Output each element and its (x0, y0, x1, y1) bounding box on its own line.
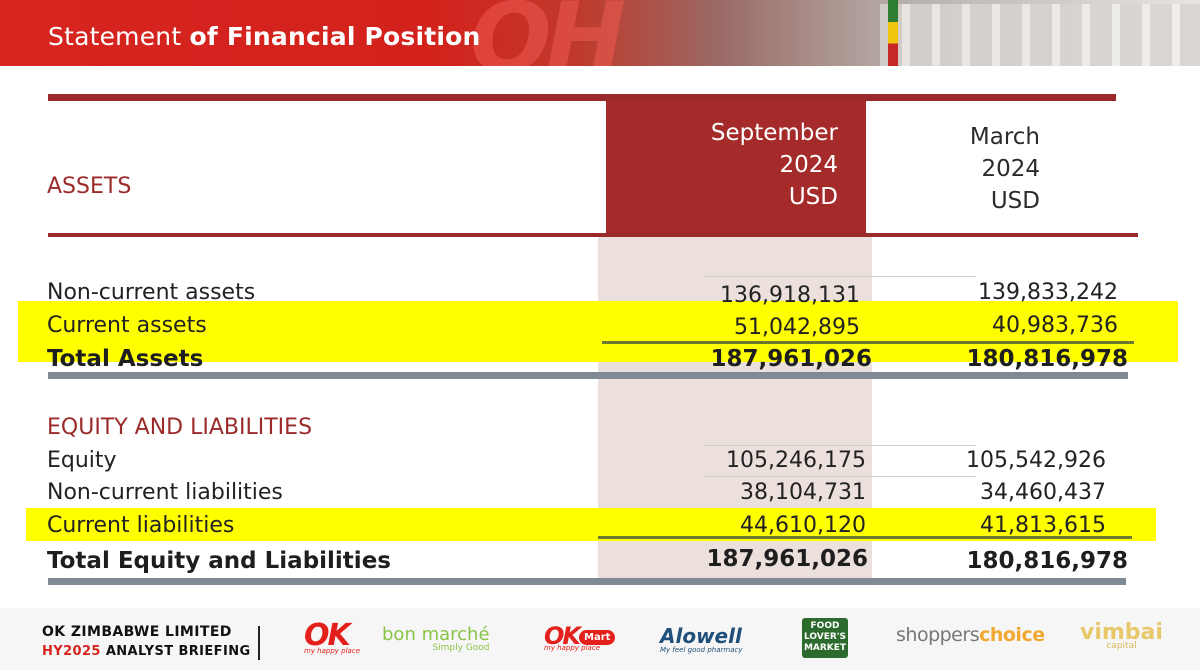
row-label-non-current-liabilities: Non-current liabilities (47, 480, 283, 505)
alowell-logo: Alowell My feel good pharmacy (660, 624, 743, 654)
footer-divider (258, 626, 260, 660)
value-current-assets-sep: 51,042,895 (734, 315, 860, 340)
table-top-rule (48, 94, 1116, 101)
value-current-assets-mar: 40,983,736 (992, 313, 1118, 338)
ok-mart-logo: OK Mart my happy place (544, 622, 616, 652)
vimbai-capital-logo: vimbai capital (1080, 620, 1163, 651)
total-equity-liabilities-rule (48, 578, 1126, 585)
ok-logo: OK my happy place (304, 618, 360, 655)
equity-liabilities-heading: EQUITY AND LIABILITIES (47, 415, 313, 440)
row-label-non-current-assets: Non-current assets (47, 280, 256, 305)
row-label-total-equity-liabilities: Total Equity and Liabilities (47, 548, 391, 574)
september-column-header (606, 99, 866, 235)
building-photo (880, 4, 1200, 66)
value-total-equity-liabilities-mar: 180,816,978 (966, 548, 1128, 574)
company-name: OK ZIMBABWE LIMITED (42, 624, 232, 640)
value-non-current-assets-sep: 136,918,131 (720, 283, 860, 308)
column-separator (600, 101, 606, 235)
value-total-assets-mar: 180,816,978 (966, 346, 1128, 372)
value-non-current-liabilities-sep: 38,104,731 (740, 480, 866, 505)
total-assets-rule (48, 372, 1128, 379)
row-label-total-assets: Total Assets (47, 346, 204, 372)
value-current-liabilities-sep: 44,610,120 (740, 513, 866, 538)
briefing-label: HY2025 ANALYST BRIEFING (42, 644, 251, 659)
value-equity-sep: 105,246,175 (726, 448, 866, 473)
highlight-current-assets (18, 301, 1178, 362)
value-non-current-assets-mar: 139,833,242 (978, 280, 1118, 305)
assets-heading: ASSETS (47, 174, 132, 199)
header-banner: OH Statement of Financial Position (0, 0, 1200, 66)
shoppers-choice-logo: shopperschoice (896, 624, 1045, 646)
subtotal-underline (602, 341, 1134, 344)
value-non-current-liabilities-mar: 34,460,437 (980, 480, 1106, 505)
september-2024-heading: September 2024 USD (710, 120, 838, 210)
cell-border (704, 445, 976, 446)
value-equity-mar: 105,542,926 (966, 448, 1106, 473)
flag-photo (888, 0, 898, 66)
food-lovers-market-logo: FOOD LOVER'S MARKET (802, 618, 848, 658)
header-bottom-rule (48, 233, 1138, 237)
cell-border (704, 476, 976, 477)
row-label-current-liabilities: Current liabilities (47, 513, 235, 538)
value-total-assets-sep: 187,961,026 (710, 346, 872, 372)
value-total-equity-liabilities-sep: 187,961,026 (706, 546, 868, 572)
highlight-current-liabilities (26, 508, 1156, 541)
row-label-current-assets: Current assets (47, 313, 207, 338)
cell-border (704, 276, 976, 277)
march-2024-heading: March 2024 USD (969, 124, 1040, 214)
bon-marche-logo: bon marché Simply Good (382, 624, 490, 653)
page-title: Statement of Financial Position (48, 22, 481, 51)
row-label-equity: Equity (47, 448, 117, 473)
subtotal-underline (598, 536, 1132, 539)
value-current-liabilities-mar: 41,813,615 (980, 513, 1106, 538)
store-sign-photo: OH (470, 0, 626, 66)
